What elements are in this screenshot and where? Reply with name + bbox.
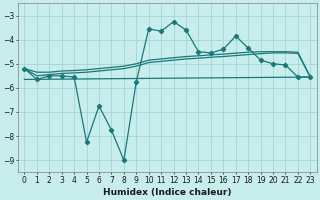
X-axis label: Humidex (Indice chaleur): Humidex (Indice chaleur) — [103, 188, 232, 197]
